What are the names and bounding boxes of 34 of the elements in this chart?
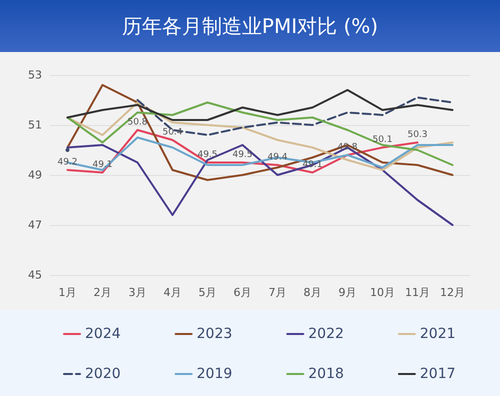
data-label: 49.5 [232,150,253,160]
x-tick-label: 5月 [198,286,216,299]
x-tick-label: 9月 [338,286,356,299]
legend-label: 2022 [308,326,344,342]
x-tick-label: 1月 [58,286,76,299]
x-tick-label: 6月 [234,286,252,299]
data-label: 49.8 [337,142,358,152]
legend-label: 2021 [420,326,456,342]
legend-label: 2018 [308,366,344,382]
data-label: 49.5 [197,150,218,160]
x-tick-label: 11月 [405,286,430,299]
y-tick-label: 51 [28,118,42,132]
legend-label: 2023 [196,326,232,342]
legend-label: 2020 [85,366,121,382]
y-tick-label: 53 [28,68,42,82]
x-tick-label: 8月 [304,286,322,299]
y-tick-label: 47 [28,218,42,232]
chart-title: 历年各月制造业PMI对比 (%) [0,0,500,52]
data-label: 49.2 [57,157,78,168]
x-tick-label: 3月 [128,286,146,299]
data-label: 50.4 [162,127,183,138]
x-tick-label: 7月 [268,286,286,299]
legend-label: 2017 [420,366,456,382]
x-tick-label: 10月 [370,286,395,299]
y-tick-label: 49 [28,168,42,182]
legend-label: 2019 [196,366,232,382]
data-label: 50.8 [127,117,148,128]
y-tick-label: 45 [28,268,42,282]
data-label: 50.1 [372,134,393,145]
x-tick-label: 12月 [440,286,465,299]
data-label: 50.3 [407,130,428,140]
x-tick-label: 4月 [164,286,182,299]
x-tick-label: 2月 [94,286,112,299]
legend-label: 2024 [85,326,121,342]
